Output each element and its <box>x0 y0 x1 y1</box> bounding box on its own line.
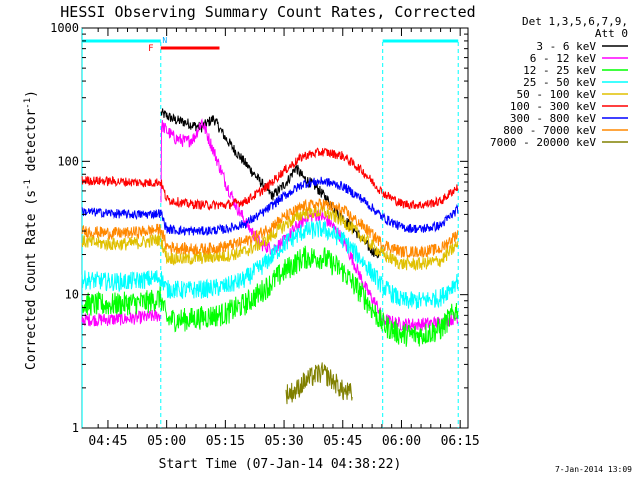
x-tick-label: 05:15 <box>206 434 245 449</box>
y-tick-label: 100 <box>57 154 79 168</box>
x-tick-label: 05:00 <box>147 434 186 449</box>
series-line-4 <box>81 204 459 272</box>
legend-label-8: 7000 - 20000 keV <box>490 136 596 149</box>
legend-label-2: 12 - 25 keV <box>523 64 596 77</box>
series-line-3 <box>81 219 459 310</box>
x-axis-label: Start Time (07-Jan-14 04:38:22) <box>159 457 402 472</box>
series-line-7 <box>81 198 459 259</box>
y-tick-label: 10 <box>65 288 79 302</box>
footer-date: 7-Jan-2014 13:09 <box>555 465 632 474</box>
series-line-2 <box>81 245 459 347</box>
legend-label-0: 3 - 6 keV <box>536 40 596 53</box>
plot-area: FN 1 10 100 1000 04:45 05:00 05:15 05:30 05:45 06… <box>50 21 480 449</box>
legend-label-6: 300 - 800 keV <box>510 112 596 125</box>
legend-label-1: 6 - 12 keV <box>530 52 597 65</box>
legend-label-3: 25 - 50 keV <box>523 76 596 89</box>
y-tick-label: 1000 <box>50 21 79 35</box>
x-tick-label: 04:45 <box>88 434 127 449</box>
x-tick-label: 06:15 <box>441 434 480 449</box>
night-marker-label: N <box>162 36 167 45</box>
x-tick-label: 05:45 <box>323 434 362 449</box>
x-tick-label: 06:00 <box>382 434 421 449</box>
legend-label-4: 50 - 100 keV <box>517 88 597 101</box>
flare-marker-label: F <box>148 44 153 54</box>
legend-label-5: 100 - 300 keV <box>510 100 596 113</box>
series-line-5 <box>81 147 459 211</box>
series-line-8 <box>285 362 353 405</box>
legend-header-2: Att 0 <box>595 27 628 40</box>
y-axis-label: Corrected Count Rate (s-1 detector-1) <box>23 90 39 370</box>
x-tick-label: 05:30 <box>264 434 303 449</box>
series-line-6 <box>81 176 459 237</box>
legend-header-1: Det 1,3,5,6,7,9, <box>522 15 628 28</box>
chart-title: HESSI Observing Summary Count Rates, Cor… <box>60 3 475 21</box>
y-tick-label: 1 <box>72 421 79 435</box>
legend-label-7: 800 - 7000 keV <box>503 124 596 137</box>
